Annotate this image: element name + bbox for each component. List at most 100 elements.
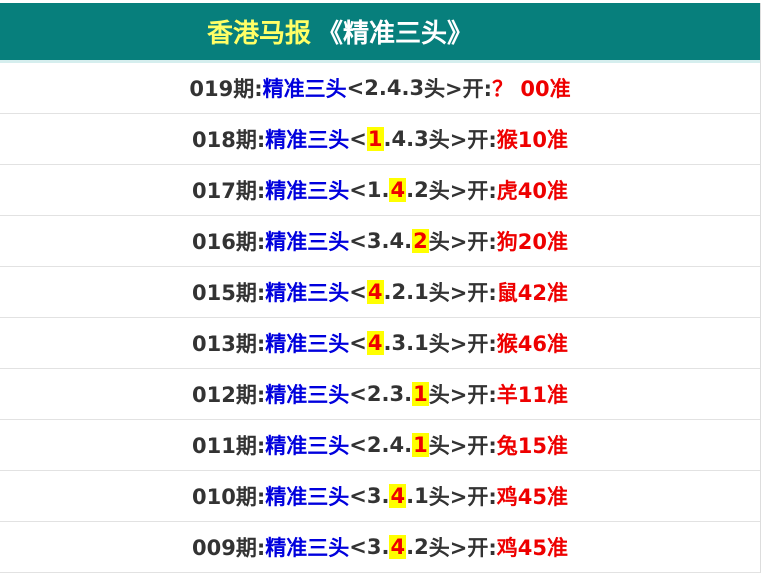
period: 019期: xyxy=(189,77,263,101)
bracket-open: < xyxy=(349,382,367,406)
highlighted-number: 4 xyxy=(389,178,407,202)
number: 2 xyxy=(391,280,407,304)
label: 精准三头 xyxy=(265,332,350,356)
number: 3 xyxy=(414,127,429,151)
label: 精准三头 xyxy=(265,230,350,254)
label: 精准三头 xyxy=(265,281,350,305)
dot: . xyxy=(378,76,387,100)
number: 4 xyxy=(391,127,407,151)
open-label: 头>开: xyxy=(428,383,497,407)
dot: . xyxy=(406,484,415,508)
list-item: 009期: 精准三头 <3. 4. 2 头>开: 鸡45准 xyxy=(0,522,760,573)
bracket-open: < xyxy=(349,178,367,202)
dot: . xyxy=(404,382,413,406)
dot: . xyxy=(404,433,413,457)
dot: . xyxy=(406,280,415,304)
list-item: 016期: 精准三头 <3. 4. 2 头>开: 狗20准 xyxy=(0,216,760,267)
highlighted-number: 1 xyxy=(412,433,429,457)
number: 3 xyxy=(366,484,382,508)
number: 2 xyxy=(366,382,382,406)
number: 1 xyxy=(414,280,429,304)
period: 013期: xyxy=(192,332,266,356)
number: 4 xyxy=(386,76,402,100)
open-label: 头>开: xyxy=(428,485,497,509)
highlighted-number: 1 xyxy=(366,127,384,151)
result: 虎40准 xyxy=(496,179,568,203)
number: 2 xyxy=(414,178,429,202)
dot: . xyxy=(381,229,390,253)
number: 4 xyxy=(389,229,405,253)
highlighted-number: 2 xyxy=(412,229,429,253)
label: 精准三头 xyxy=(265,383,350,407)
number: 2 xyxy=(414,535,429,559)
number: 3 xyxy=(409,76,425,100)
result: 鸡45准 xyxy=(496,485,568,509)
period: 010期: xyxy=(192,485,266,509)
open-label: 头>开: xyxy=(428,536,497,560)
dot: . xyxy=(383,331,392,355)
result: 兔15准 xyxy=(496,434,568,458)
period: 016期: xyxy=(192,230,266,254)
label: 精准三头 xyxy=(262,77,347,101)
open-label: 头>开: xyxy=(428,179,497,203)
number: 1 xyxy=(414,484,429,508)
result: ？ 00准 xyxy=(492,77,571,101)
results-list: 019期: 精准三头 <2. 4. 3 头>开:？ 00准 018期: 精准三头 <1. 4. 3 头… xyxy=(0,63,760,573)
number: 3 xyxy=(366,535,382,559)
number: 2 xyxy=(364,76,379,100)
open-label: 头>开: xyxy=(428,332,497,356)
list-item: 017期: 精准三头 <1. 4. 2 头>开: 虎40准 xyxy=(0,165,760,216)
dot: . xyxy=(383,127,392,151)
dot: . xyxy=(406,127,415,151)
period: 015期: xyxy=(192,281,266,305)
dot: . xyxy=(381,535,390,559)
dot: . xyxy=(406,331,415,355)
list-item: 018期: 精准三头 <1. 4. 3 头>开: 猴10准 xyxy=(0,114,760,165)
bracket-open: < xyxy=(349,535,367,559)
highlighted-number: 4 xyxy=(366,280,384,304)
result: 羊11准 xyxy=(496,383,568,407)
open-label: 头>开: xyxy=(424,77,493,101)
list-item: 012期: 精准三头 <2. 3. 1 头>开: 羊11准 xyxy=(0,369,760,420)
number: 2 xyxy=(366,433,382,457)
open-label: 头>开: xyxy=(428,128,497,152)
period: 018期: xyxy=(192,128,266,152)
number: 1 xyxy=(366,178,382,202)
result: 鼠42准 xyxy=(496,281,568,305)
bracket-open: < xyxy=(349,127,367,151)
page: 香港马报 《精准三头》 019期: 精准三头 <2. 4. 3 头>开:？ 00准 018期… xyxy=(0,3,761,573)
highlighted-number: 4 xyxy=(389,535,407,559)
list-item: 011期: 精准三头 <2. 4. 1 头>开: 兔15准 xyxy=(0,420,760,471)
number: 4 xyxy=(389,433,405,457)
label: 精准三头 xyxy=(265,128,350,152)
dot: . xyxy=(406,535,415,559)
list-item: 010期: 精准三头 <3. 4. 1 头>开: 鸡45准 xyxy=(0,471,760,522)
dot: . xyxy=(381,178,390,202)
bracket-open: < xyxy=(349,229,367,253)
highlighted-number: 1 xyxy=(412,382,429,406)
number: 1 xyxy=(414,331,429,355)
dot: . xyxy=(406,178,415,202)
page-title: 香港马报 《精准三头》 xyxy=(0,3,760,63)
highlighted-number: 4 xyxy=(366,331,384,355)
number: 3 xyxy=(391,331,407,355)
bracket-open: < xyxy=(349,331,367,355)
number: 3 xyxy=(366,229,382,253)
bracket-open: < xyxy=(346,76,365,100)
list-item: 013期: 精准三头 <4. 3. 1 头>开: 猴46准 xyxy=(0,318,760,369)
dot: . xyxy=(401,76,410,100)
result: 鸡45准 xyxy=(496,536,568,560)
open-label: 头>开: xyxy=(428,281,497,305)
dot: . xyxy=(381,433,390,457)
bracket-open: < xyxy=(349,484,367,508)
dot: . xyxy=(381,484,390,508)
dot: . xyxy=(404,229,413,253)
list-item: 015期: 精准三头 <4. 2. 1 头>开: 鼠42准 xyxy=(0,267,760,318)
label: 精准三头 xyxy=(265,536,350,560)
bracket-open: < xyxy=(349,280,367,304)
bracket-open: < xyxy=(349,433,367,457)
title-site: 香港马报 xyxy=(206,19,311,49)
number: 3 xyxy=(389,382,405,406)
title-section: 《精准三头》 xyxy=(317,19,474,49)
result: 猴46准 xyxy=(496,332,568,356)
